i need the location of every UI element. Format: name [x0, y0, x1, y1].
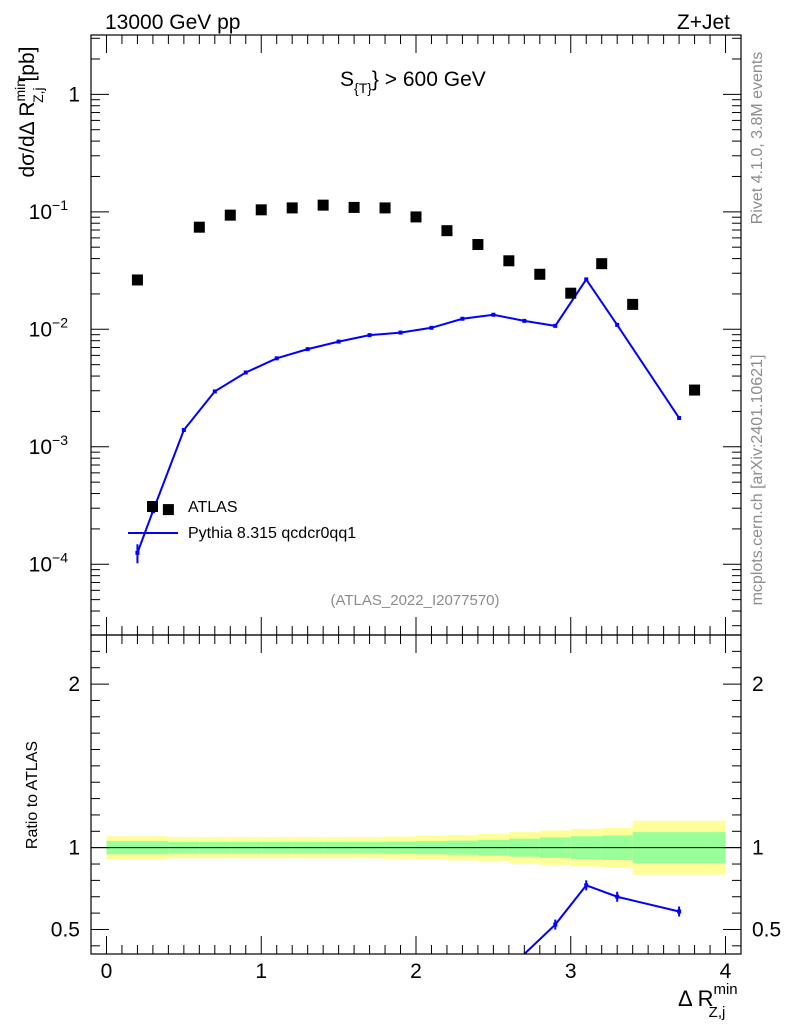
main-y-tick-label: 10−1 [29, 197, 69, 224]
data-point [472, 239, 484, 251]
ratio-mc-series [523, 880, 682, 955]
main-y-axis-label-sup: min [12, 79, 28, 102]
mc-point [429, 325, 434, 330]
data-point [379, 202, 391, 214]
main-y-tick-labels: 110−110−210−310−4 [29, 83, 80, 576]
ratio-x-tick-label: 4 [720, 960, 732, 983]
mc-point [584, 277, 589, 282]
mc-line [136, 277, 680, 554]
data-point [410, 211, 422, 223]
ratio-y-tick-label-right: 1 [752, 837, 764, 860]
mc-point [212, 389, 217, 394]
data-point [627, 298, 639, 310]
ratio-x-axis-label: Δ Rmin Z,j [678, 981, 738, 1021]
main-panel: 110−110−210−310−4 dσ/dΔ Rmin Z,j [pb] S{T… [12, 34, 742, 636]
data-point [596, 258, 608, 270]
main-y-tick-label: 10−4 [29, 549, 69, 576]
mc-point [460, 316, 465, 321]
header-left-label: 13000 GeV pp [105, 11, 240, 34]
ratio-x-tick-label: 1 [255, 960, 267, 983]
main-data-series [131, 199, 701, 516]
main-y-axis-label: dσ/dΔ Rmin Z,j [pb] [12, 46, 46, 177]
ratio-ticks [91, 634, 741, 954]
data-point [162, 504, 174, 516]
legend: ATLAS Pythia 8.315 qcdcr0qq1 [128, 499, 356, 542]
main-frame [90, 34, 742, 636]
x-axis-label-main: Δ R [678, 986, 713, 1011]
main-y-tick-label-base: 10 [29, 318, 52, 341]
mc-point [677, 415, 682, 420]
main-y-tick-label: 1 [68, 83, 80, 106]
mc-point [553, 323, 558, 328]
ratio-x-tick-label: 2 [410, 960, 422, 983]
main-title-rest: } > 600 GeV [372, 68, 486, 91]
data-point [255, 204, 267, 216]
main-y-tick-label-exp: −2 [52, 314, 68, 330]
data-point [193, 221, 205, 233]
main-y-tick-label-exp: −4 [52, 549, 68, 565]
mc-point [522, 318, 527, 323]
main-y-tick-label-base: 1 [68, 83, 80, 106]
legend-mc-label: Pythia 8.315 qcdcr0qq1 [188, 525, 356, 542]
x-axis-label-sup: min [713, 981, 737, 998]
analysis-watermark: (ATLAS_2022_I2077570) [330, 592, 499, 609]
main-y-axis-label-unit: [pb] [16, 46, 39, 87]
main-title: S{T}} > 600 GeV [340, 68, 486, 96]
mc-point [615, 322, 620, 327]
data-point [503, 255, 515, 267]
main-y-tick-label-exp: −3 [52, 432, 68, 448]
ratio-y-tick-label-left: 2 [68, 673, 80, 696]
ratio-panel: 0.5 0.5 1 1 2 2 0 1 2 3 4 Ratio to ATLAS Δ Rmin Z,j [24, 634, 781, 1021]
ratio-y-tick-label-right: 2 [752, 673, 764, 696]
data-point [348, 201, 360, 213]
legend-data-marker [147, 501, 158, 512]
mc-point [398, 330, 403, 335]
ratio-y-tick-label-right: 0.5 [752, 918, 781, 941]
main-title-main: S [340, 68, 354, 91]
mc-point [274, 356, 279, 361]
data-point [534, 268, 546, 280]
ratio-x-tick-label: 3 [565, 960, 577, 983]
mc-point [367, 333, 372, 338]
mc-point [243, 370, 248, 375]
mc-point [305, 347, 310, 352]
data-point [441, 225, 453, 237]
mcplots-label: mcplots.cern.ch [arXiv:2401.10621] [749, 355, 766, 606]
main-ticks [91, 35, 741, 635]
ratio-mc-line [523, 884, 680, 955]
data-point [131, 274, 143, 286]
main-y-tick-label: 10−2 [29, 314, 69, 341]
ratio-y-tick-label-left: 1 [68, 837, 80, 860]
ratio-y-axis-label: Ratio to ATLAS [24, 741, 41, 849]
main-y-tick-label-base: 10 [29, 201, 52, 224]
ratio-frame [90, 634, 742, 955]
main-y-axis-label-sub: Z,j [30, 87, 46, 103]
mc-point [181, 427, 186, 432]
rivet-version-label: Rivet 4.1.0, 3.8M events [749, 52, 766, 225]
data-point [224, 209, 236, 221]
ratio-x-tick-label: 0 [101, 960, 113, 983]
main-y-tick-label: 10−3 [29, 432, 69, 459]
ratio-y-tick-label-left: 0.5 [51, 918, 80, 941]
main-y-axis-label-main: dσ/dΔ R [16, 101, 39, 177]
main-mc-series [135, 277, 682, 564]
main-title-sub: {T} [354, 80, 372, 96]
mc-point [336, 339, 341, 344]
x-axis-label-sub: Z,j [709, 1004, 726, 1021]
main-y-tick-label-base: 10 [29, 553, 52, 576]
data-point [565, 287, 577, 299]
ratio-tick-labels: 0.5 0.5 1 1 2 2 0 1 2 3 4 [51, 673, 781, 983]
data-point [689, 384, 701, 396]
main-y-tick-label-base: 10 [29, 436, 52, 459]
data-point [286, 202, 298, 214]
header-right-label: Z+Jet [677, 11, 730, 34]
data-point [317, 199, 329, 211]
main-y-tick-label-exp: −1 [52, 197, 68, 213]
mc-point [491, 312, 496, 317]
legend-data-label: ATLAS [188, 499, 238, 516]
